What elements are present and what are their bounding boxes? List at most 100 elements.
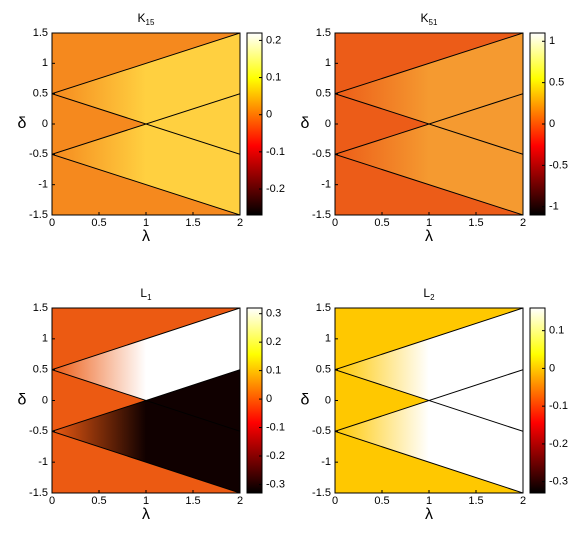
title-main: L xyxy=(423,286,430,300)
boundary-line xyxy=(52,153,240,215)
plot-area xyxy=(335,308,523,493)
x-tick-label: 1 xyxy=(426,217,432,229)
colorbar-tick-label: -1 xyxy=(549,201,559,213)
colorbar-tick-label: -0.5 xyxy=(549,159,568,171)
boundary-line xyxy=(335,430,523,493)
colorbar-tick-label: 0.1 xyxy=(266,71,281,83)
heatmap-wedge xyxy=(52,369,240,493)
x-tick-label: 2 xyxy=(237,217,243,229)
y-tick-label: 0.5 xyxy=(33,88,48,100)
colorbar xyxy=(246,32,263,216)
chart-title: K15 xyxy=(138,11,155,27)
colorbar-tick-label: 0 xyxy=(266,109,272,121)
x-axis-label: λ xyxy=(142,506,150,523)
y-tick-label: 0.5 xyxy=(316,88,331,100)
x-axis-label: λ xyxy=(142,228,150,245)
x-axis-label: λ xyxy=(425,506,433,523)
y-tick-label: -1 xyxy=(38,456,48,468)
y-tick-label: -1.5 xyxy=(29,487,48,499)
y-tick-label: -1.5 xyxy=(29,209,48,221)
y-tick-label: 1.5 xyxy=(316,302,331,314)
colorbar-tick-label: 0.5 xyxy=(549,77,564,89)
x-tick-label: 1 xyxy=(143,217,149,229)
y-axis-label: δ xyxy=(18,392,27,409)
colorbar xyxy=(529,307,546,494)
x-tick-label: 2 xyxy=(520,217,526,229)
x-tick-label: 1.5 xyxy=(468,217,483,229)
x-tick-label: 0 xyxy=(49,495,55,507)
y-tick-label: -0.5 xyxy=(312,425,331,437)
plot-area xyxy=(52,308,240,493)
chart-title: L2 xyxy=(423,286,435,302)
title-sub: 1 xyxy=(147,293,152,302)
x-tick-label: 0 xyxy=(332,495,338,507)
colorbar-tick-label: 0.2 xyxy=(266,34,281,46)
title-sub: 2 xyxy=(430,293,435,302)
y-axis-label: δ xyxy=(301,115,310,132)
colorbar-tick-label: -0.1 xyxy=(266,421,285,433)
y-tick-label: -1.5 xyxy=(312,209,331,221)
colorbar-tick-label: 0.1 xyxy=(549,325,564,337)
colorbar-tick-label: 0.2 xyxy=(266,336,281,348)
y-tick-label: 1.5 xyxy=(33,302,48,314)
y-tick-label: 1 xyxy=(42,333,48,345)
colorbar xyxy=(246,307,263,494)
boundary-line xyxy=(52,93,240,155)
y-tick-label: 0.5 xyxy=(316,364,331,376)
y-tick-label: 0 xyxy=(42,118,48,130)
chart-title: L1 xyxy=(140,286,152,302)
colorbar-tick-label: 0 xyxy=(549,362,555,374)
x-tick-label: 1.5 xyxy=(185,217,200,229)
y-tick-label: 1 xyxy=(325,333,331,345)
y-tick-label: -1 xyxy=(38,179,48,191)
y-tick-label: -1 xyxy=(321,179,331,191)
colorbar-tick-label: 0 xyxy=(266,393,272,405)
x-tick-label: 0 xyxy=(332,217,338,229)
x-tick-label: 1 xyxy=(426,495,432,507)
heatmap-wedge xyxy=(52,93,240,215)
colorbar-tick-label: 1 xyxy=(549,35,555,47)
y-tick-label: -1 xyxy=(321,456,331,468)
boundary-line xyxy=(335,308,523,371)
boundary-line xyxy=(52,308,240,371)
title-main: K xyxy=(421,11,429,25)
boundary-line xyxy=(52,33,240,95)
colorbar-tick-label: -0.3 xyxy=(266,478,285,490)
colorbar-tick-label: 0.1 xyxy=(266,365,281,377)
y-tick-label: 1 xyxy=(42,57,48,69)
y-tick-label: 0 xyxy=(325,118,331,130)
chart-title: K51 xyxy=(421,11,438,27)
boundary-line xyxy=(52,369,240,432)
y-tick-label: 0.5 xyxy=(33,364,48,376)
colorbar-tick-label: -0.2 xyxy=(266,183,285,195)
title-main: K xyxy=(138,11,146,25)
colorbar-tick-label: -0.2 xyxy=(266,450,285,462)
x-tick-label: 0 xyxy=(49,217,55,229)
boundary-line xyxy=(335,369,523,432)
x-tick-label: 1 xyxy=(143,495,149,507)
boundary-line xyxy=(335,33,523,95)
title-main: L xyxy=(140,286,147,300)
x-tick-label: 0.5 xyxy=(91,217,106,229)
colorbar-tick-label: 0 xyxy=(549,118,555,130)
x-tick-label: 2 xyxy=(237,495,243,507)
title-sub: 51 xyxy=(429,18,438,27)
boundary-line xyxy=(335,153,523,215)
y-tick-label: 1 xyxy=(325,57,331,69)
colorbar-tick-label: -0.2 xyxy=(549,438,568,450)
y-axis-label: δ xyxy=(18,115,27,132)
colorbar-tick-label: -0.1 xyxy=(266,146,285,158)
y-tick-label: 1.5 xyxy=(316,27,331,39)
y-tick-label: 0 xyxy=(325,394,331,406)
y-tick-label: -0.5 xyxy=(29,425,48,437)
y-tick-label: 0 xyxy=(42,394,48,406)
boundary-line xyxy=(52,430,240,493)
x-tick-label: 1.5 xyxy=(185,495,200,507)
heatmap-wedge xyxy=(335,369,523,493)
colorbar-tick-label: -0.3 xyxy=(549,476,568,488)
plot-area xyxy=(335,33,523,215)
y-tick-label: 1.5 xyxy=(33,27,48,39)
title-sub: 15 xyxy=(146,18,155,27)
heatmap-wedge xyxy=(335,93,523,215)
